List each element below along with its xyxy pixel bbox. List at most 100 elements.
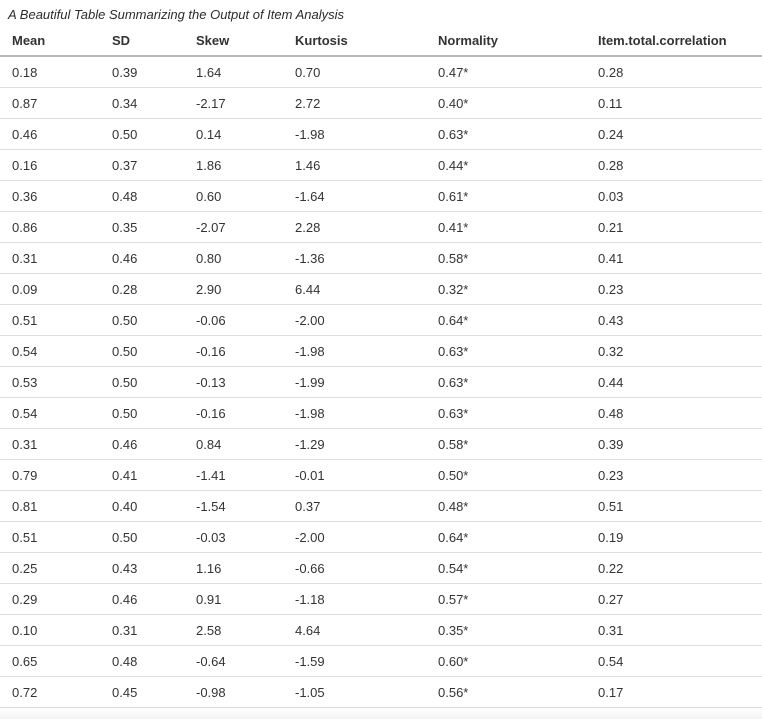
table-cell: 0.50 bbox=[100, 335, 184, 367]
table-cell: 0.40* bbox=[426, 87, 586, 119]
table-cell: 0.61* bbox=[426, 180, 586, 212]
table-row: 0.72 0.45 -0.98 -1.05 0.56* 0.17 bbox=[0, 676, 762, 708]
table-row: 0.16 0.37 1.86 1.46 0.44* 0.28 bbox=[0, 149, 762, 181]
table-cell: 0.54 bbox=[586, 645, 762, 677]
table-cell: 0.41* bbox=[426, 211, 586, 243]
table-cell: 0.80 bbox=[184, 242, 283, 274]
table-row: 0.81 0.40 -1.54 0.37 0.48* 0.51 bbox=[0, 490, 762, 522]
table-cell: 2.28 bbox=[283, 211, 426, 243]
table-cell: -1.18 bbox=[283, 583, 426, 615]
table-cell: 0.31 bbox=[100, 614, 184, 646]
table-cell: 0.47* bbox=[426, 56, 586, 88]
column-header-normality: Normality bbox=[426, 25, 586, 57]
table-cell: 0.44* bbox=[426, 149, 586, 181]
table-cell: 0.37 bbox=[100, 149, 184, 181]
table-cell: -1.99 bbox=[283, 366, 426, 398]
table-cell: 0.50 bbox=[100, 397, 184, 429]
table-cell: -0.16 bbox=[184, 335, 283, 367]
table-cell: 0.60* bbox=[426, 645, 586, 677]
table-cell: 0.43 bbox=[100, 552, 184, 584]
table-cell: 0.16 bbox=[0, 149, 100, 181]
column-header-mean: Mean bbox=[0, 25, 100, 57]
table-cell: 0.46 bbox=[100, 242, 184, 274]
table-cell: 0.50 bbox=[100, 366, 184, 398]
table-header-row: Mean SD Skew Kurtosis Normality Item.total.co… bbox=[0, 25, 762, 57]
table-cell: 0.09 bbox=[0, 273, 100, 305]
table-row: 0.54 0.50 -0.16 -1.98 0.63* 0.32 bbox=[0, 335, 762, 367]
table-row: 0.31 0.46 0.80 -1.36 0.58* 0.41 bbox=[0, 242, 762, 274]
table-cell: 0.64* bbox=[426, 521, 586, 553]
table-cell: -1.36 bbox=[283, 242, 426, 274]
table-cell: 0.17 bbox=[586, 676, 762, 708]
table-cell: -1.64 bbox=[283, 180, 426, 212]
table-cell: -0.01 bbox=[283, 459, 426, 491]
table-cell: 0.72 bbox=[0, 676, 100, 708]
table-row: 0.18 0.39 1.64 0.70 0.47* 0.28 bbox=[0, 56, 762, 88]
table-cell: 0.48 bbox=[100, 180, 184, 212]
table-cell: 0.19 bbox=[586, 521, 762, 553]
table-cell: 0.91 bbox=[184, 583, 283, 615]
table-cell: 0.41 bbox=[586, 242, 762, 274]
table-row: 0.65 0.48 -0.64 -1.59 0.60* 0.54 bbox=[0, 645, 762, 677]
table-cell: 0.50 bbox=[100, 118, 184, 150]
table-cell: 0.22 bbox=[586, 552, 762, 584]
table-cell: 0.51 bbox=[0, 521, 100, 553]
table-cell: 0.45 bbox=[100, 676, 184, 708]
table-row: 0.54 0.50 -0.16 -1.98 0.63* 0.48 bbox=[0, 397, 762, 429]
table-row: 0.87 0.34 -2.17 2.72 0.40* 0.11 bbox=[0, 87, 762, 119]
table-cell: 0.35* bbox=[426, 614, 586, 646]
table-row: 0.46 0.50 0.14 -1.98 0.63* 0.24 bbox=[0, 118, 762, 150]
table-cell: 0.21 bbox=[586, 211, 762, 243]
table-cell: 0.65 bbox=[0, 645, 100, 677]
table-cell: -2.07 bbox=[184, 211, 283, 243]
table-cell: -1.98 bbox=[283, 397, 426, 429]
table-cell: 0.34 bbox=[100, 87, 184, 119]
table-cell: 0.48 bbox=[100, 645, 184, 677]
table-row: 0.51 0.50 -0.06 -2.00 0.64* 0.43 bbox=[0, 304, 762, 336]
table-cell: 0.03 bbox=[586, 180, 762, 212]
table-cell: -0.13 bbox=[184, 366, 283, 398]
column-header-skew: Skew bbox=[184, 25, 283, 57]
table-cell: 0.50* bbox=[426, 459, 586, 491]
table-row: 0.31 0.46 0.84 -1.29 0.58* 0.39 bbox=[0, 428, 762, 460]
table-cell: -1.98 bbox=[283, 118, 426, 150]
table-cell: 0.29 bbox=[0, 583, 100, 615]
table-cell: 6.44 bbox=[283, 273, 426, 305]
table-cell: 0.54 bbox=[0, 397, 100, 429]
table-row: 0.79 0.41 -1.41 -0.01 0.50* 0.23 bbox=[0, 459, 762, 491]
table-cell: 2.58 bbox=[184, 614, 283, 646]
table-cell: 0.58* bbox=[426, 428, 586, 460]
table-cell: 0.23 bbox=[586, 273, 762, 305]
table-cell: 0.31 bbox=[586, 614, 762, 646]
table-cell: 0.32* bbox=[426, 273, 586, 305]
item-analysis-table: Mean SD Skew Kurtosis Normality Item.total.co… bbox=[0, 25, 762, 708]
table-row: 0.51 0.50 -0.03 -2.00 0.64* 0.19 bbox=[0, 521, 762, 553]
table-cell: -0.66 bbox=[283, 552, 426, 584]
bottom-fade-gradient bbox=[0, 709, 762, 719]
table-cell: 1.46 bbox=[283, 149, 426, 181]
table-cell: 0.14 bbox=[184, 118, 283, 150]
table-cell: 0.84 bbox=[184, 428, 283, 460]
table-cell: 1.16 bbox=[184, 552, 283, 584]
table-cell: -0.03 bbox=[184, 521, 283, 553]
table-row: 0.29 0.46 0.91 -1.18 0.57* 0.27 bbox=[0, 583, 762, 615]
column-header-item-total-correlation: Item.total.correlation bbox=[586, 25, 762, 57]
table-title: A Beautiful Table Summarizing the Output… bbox=[8, 7, 345, 22]
table-cell: -0.98 bbox=[184, 676, 283, 708]
table-cell: 0.63* bbox=[426, 397, 586, 429]
table-cell: 4.64 bbox=[283, 614, 426, 646]
table-cell: 0.81 bbox=[0, 490, 100, 522]
table-cell: 0.44 bbox=[586, 366, 762, 398]
table-cell: 0.18 bbox=[0, 56, 100, 88]
table-cell: 1.86 bbox=[184, 149, 283, 181]
table-cell: 0.63* bbox=[426, 335, 586, 367]
table-cell: -0.64 bbox=[184, 645, 283, 677]
table-row: 0.09 0.28 2.90 6.44 0.32* 0.23 bbox=[0, 273, 762, 305]
table-cell: 0.25 bbox=[0, 552, 100, 584]
table-row: 0.53 0.50 -0.13 -1.99 0.63* 0.44 bbox=[0, 366, 762, 398]
table-cell: 0.23 bbox=[586, 459, 762, 491]
table-cell: 0.48* bbox=[426, 490, 586, 522]
table-cell: -2.17 bbox=[184, 87, 283, 119]
column-header-kurtosis: Kurtosis bbox=[283, 25, 426, 57]
table-cell: 0.63* bbox=[426, 118, 586, 150]
